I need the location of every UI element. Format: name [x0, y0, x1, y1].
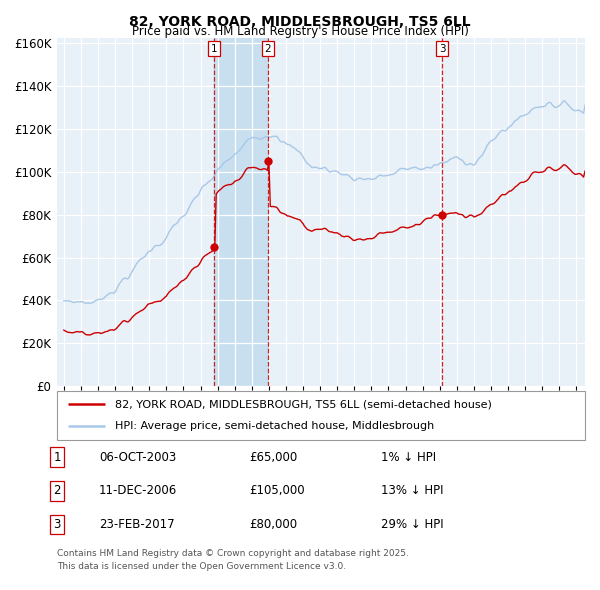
- Text: £105,000: £105,000: [249, 484, 305, 497]
- Text: 3: 3: [439, 44, 445, 54]
- Text: 06-OCT-2003: 06-OCT-2003: [99, 451, 176, 464]
- Text: 82, YORK ROAD, MIDDLESBROUGH, TS5 6LL (semi-detached house): 82, YORK ROAD, MIDDLESBROUGH, TS5 6LL (s…: [115, 399, 492, 409]
- Text: 23-FEB-2017: 23-FEB-2017: [99, 518, 175, 531]
- Text: Contains HM Land Registry data © Crown copyright and database right 2025.: Contains HM Land Registry data © Crown c…: [57, 549, 409, 558]
- Text: 2: 2: [265, 44, 271, 54]
- Text: 2: 2: [53, 484, 61, 497]
- Bar: [214, 38, 268, 386]
- Text: 82, YORK ROAD, MIDDLESBROUGH, TS5 6LL: 82, YORK ROAD, MIDDLESBROUGH, TS5 6LL: [129, 15, 471, 29]
- Text: HPI: Average price, semi-detached house, Middlesbrough: HPI: Average price, semi-detached house,…: [115, 421, 434, 431]
- Text: 1: 1: [211, 44, 217, 54]
- Text: 1: 1: [53, 451, 61, 464]
- Text: This data is licensed under the Open Government Licence v3.0.: This data is licensed under the Open Gov…: [57, 562, 346, 571]
- Text: 3: 3: [53, 518, 61, 531]
- Text: 1% ↓ HPI: 1% ↓ HPI: [381, 451, 436, 464]
- Text: 13% ↓ HPI: 13% ↓ HPI: [381, 484, 443, 497]
- Text: £80,000: £80,000: [249, 518, 297, 531]
- Text: Price paid vs. HM Land Registry's House Price Index (HPI): Price paid vs. HM Land Registry's House …: [131, 25, 469, 38]
- Text: £65,000: £65,000: [249, 451, 297, 464]
- Text: 29% ↓ HPI: 29% ↓ HPI: [381, 518, 443, 531]
- Text: 11-DEC-2006: 11-DEC-2006: [99, 484, 177, 497]
